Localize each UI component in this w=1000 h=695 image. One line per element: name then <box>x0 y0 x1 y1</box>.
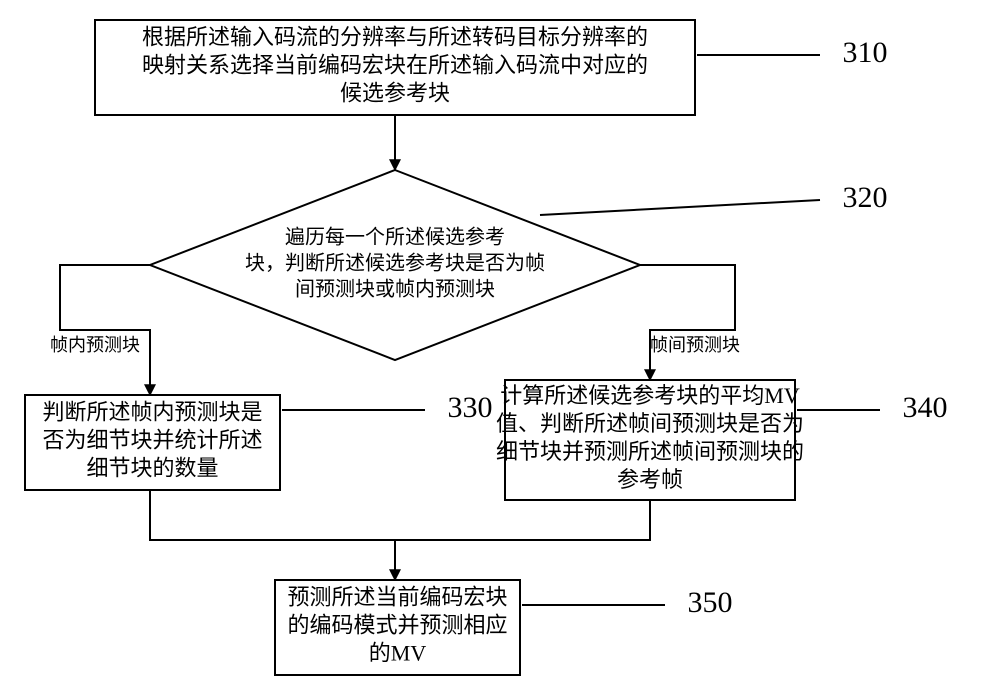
node-n350-text-line-2: 的MV <box>369 641 427 666</box>
node-n340-text-line-2: 细节块并预测所述帧间预测块的 <box>496 439 804 464</box>
edge-2 <box>640 265 735 380</box>
node-n340-text-line-0: 计算所述候选参考块的平均MV <box>500 383 800 408</box>
node-n310-text-line-1: 映射关系选择当前编码宏块在所述输入码流中对应的 <box>142 53 648 78</box>
node-n340-text-line-1: 值、判断所述帧间预测块是否为 <box>496 411 804 436</box>
node-n330-text-line-2: 细节块的数量 <box>86 456 218 481</box>
ref-r310: 310 <box>843 36 888 69</box>
node-n310-text-line-0: 根据所述输入码流的分辨率与所述转码目标分辨率的 <box>142 25 648 50</box>
edge-3 <box>150 490 395 580</box>
branch-label-left: 帧内预测块 <box>50 335 140 355</box>
ref-r350: 350 <box>688 586 733 619</box>
node-n330-text-line-1: 否为细节块并统计所述 <box>42 428 262 453</box>
edge-1 <box>60 265 150 395</box>
node-n350-text-line-1: 的编码模式并预测相应 <box>287 613 507 638</box>
node-n320-text-line-1: 块，判断所述候选参考块是否为帧 <box>245 252 545 275</box>
node-n350-text-line-0: 预测所述当前编码宏块 <box>287 585 507 610</box>
ref-r320: 320 <box>843 181 888 214</box>
ref-r340: 340 <box>903 391 948 424</box>
node-n320-text-line-2: 间预测块或帧内预测块 <box>295 278 495 301</box>
branch-label-right: 帧间预测块 <box>650 335 740 355</box>
ref-leader-r320 <box>540 200 820 215</box>
node-n320-text-line-0: 遍历每一个所述候选参考 <box>285 226 505 249</box>
node-n310-text-line-2: 候选参考块 <box>340 81 450 106</box>
edge-4 <box>395 500 650 540</box>
node-n340-text-line-3: 参考帧 <box>617 467 683 492</box>
node-n330-text-line-0: 判断所述帧内预测块是 <box>42 400 262 425</box>
ref-r330: 330 <box>448 391 493 424</box>
